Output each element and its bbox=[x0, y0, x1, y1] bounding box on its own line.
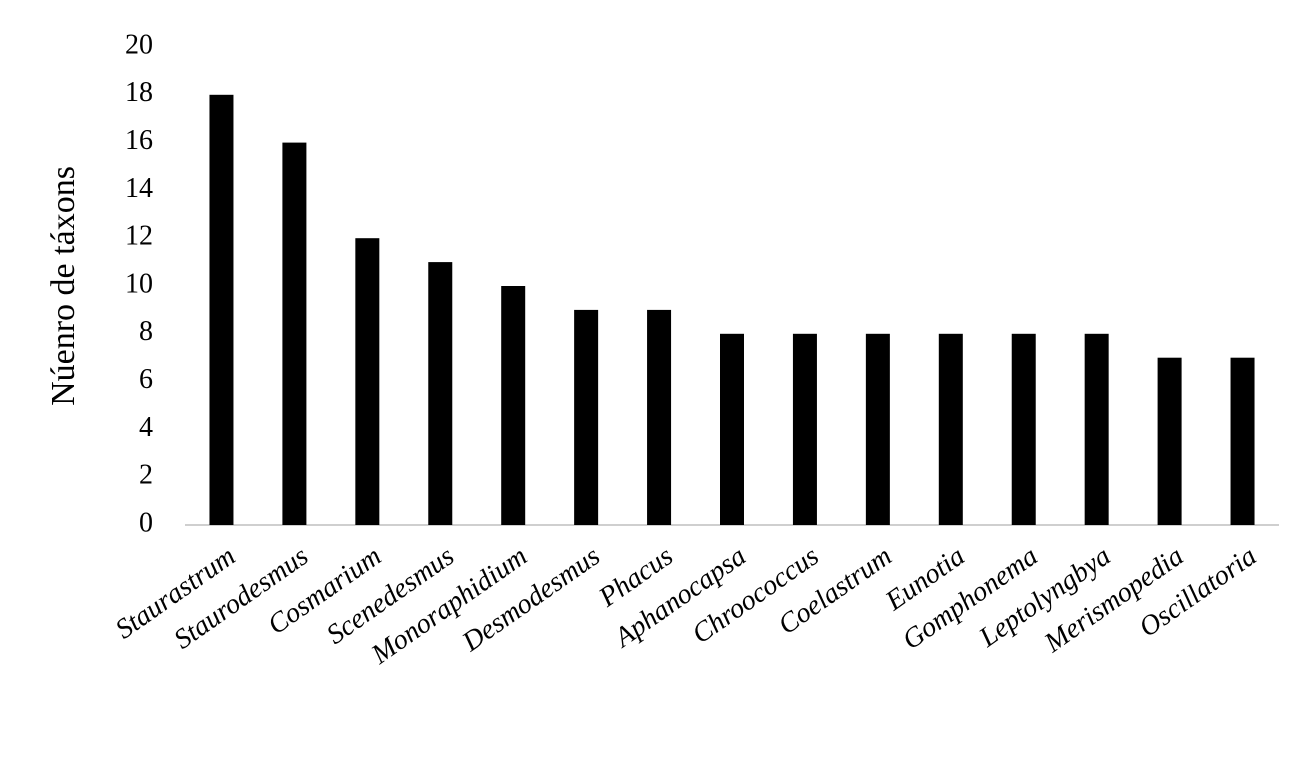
bar bbox=[647, 309, 672, 525]
y-tick-label: 8 bbox=[139, 316, 153, 347]
y-tick-label: 20 bbox=[125, 29, 153, 60]
bar bbox=[865, 333, 890, 525]
y-axis-title: Núenro de táxons bbox=[45, 166, 82, 406]
bar bbox=[1011, 333, 1036, 525]
y-tick-label: 4 bbox=[139, 412, 153, 443]
bar bbox=[1157, 357, 1182, 525]
bar bbox=[209, 94, 234, 526]
y-tick-label: 0 bbox=[139, 507, 153, 538]
bar bbox=[792, 333, 817, 525]
bar bbox=[355, 238, 380, 525]
bar bbox=[1230, 357, 1255, 525]
y-tick-label: 10 bbox=[125, 268, 153, 299]
bar bbox=[1084, 333, 1109, 525]
bar bbox=[282, 142, 307, 525]
bar bbox=[938, 333, 963, 525]
y-tick-label: 18 bbox=[125, 77, 153, 108]
y-tick-label: 14 bbox=[125, 173, 153, 204]
y-tick-label: 6 bbox=[139, 364, 153, 395]
bar bbox=[428, 262, 453, 525]
y-tick-label: 2 bbox=[139, 460, 153, 491]
y-tick-label: 16 bbox=[125, 125, 153, 156]
bar bbox=[720, 333, 744, 525]
bar bbox=[501, 286, 526, 525]
y-tick-label: 12 bbox=[125, 221, 153, 252]
bar bbox=[574, 309, 599, 525]
